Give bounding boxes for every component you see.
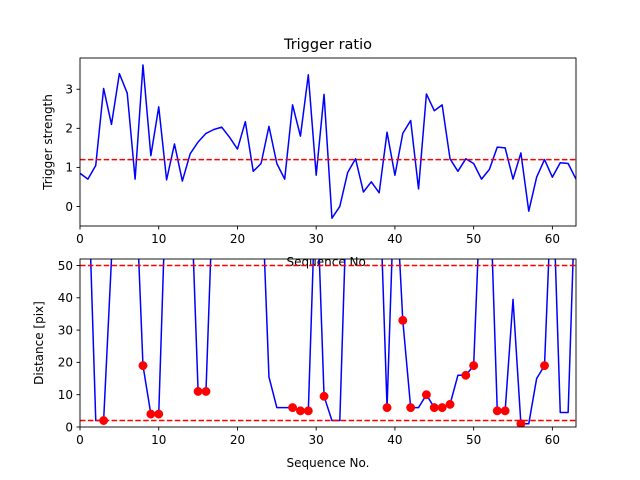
- data-marker: [516, 419, 526, 427]
- plot-area: [79, 57, 577, 227]
- y-axis-label: Trigger strength: [41, 94, 55, 191]
- data-marker: [99, 416, 109, 425]
- y-tick-label: 20: [58, 356, 73, 370]
- data-marker: [288, 403, 298, 413]
- x-tick-label: 30: [309, 433, 324, 447]
- x-tick-label: 40: [387, 433, 402, 447]
- y-tick-label: 0: [65, 200, 73, 214]
- y-tick-label: 3: [65, 83, 73, 97]
- y-tick-label: 30: [58, 323, 73, 337]
- axes-frame: [79, 258, 577, 428]
- data-marker: [193, 387, 203, 396]
- chart-title: Trigger ratio: [283, 37, 372, 53]
- x-tick-label: 0: [76, 433, 84, 447]
- x-axis-label: Sequence No.: [287, 255, 370, 269]
- data-marker: [540, 361, 549, 371]
- trigger-ratio-chart: Trigger ratio 0 10 20 30 40 50 60 0 1 2 3 Sequenc…: [41, 37, 577, 269]
- y-axis-ticks: 0 1 2 3: [65, 83, 80, 214]
- y-tick-label: 40: [58, 291, 73, 305]
- data-marker: [421, 390, 431, 400]
- y-axis-ticks: 0 10 20 30 40 50: [58, 259, 80, 434]
- plot-area: [79, 258, 577, 428]
- x-tick-label: 10: [151, 232, 166, 246]
- data-marker: [469, 361, 479, 371]
- x-tick-label: 40: [387, 232, 402, 246]
- x-axis-ticks: 0 10 20 30 40 50 60: [76, 226, 560, 246]
- data-marker: [319, 391, 329, 401]
- data-marker: [201, 387, 211, 396]
- x-tick-label: 50: [466, 232, 481, 246]
- data-marker: [429, 403, 439, 413]
- x-tick-label: 20: [230, 232, 245, 246]
- data-marker: [398, 315, 408, 325]
- y-axis-label: Distance [pix]: [32, 301, 46, 385]
- y-tick-label: 10: [58, 388, 73, 402]
- data-marker: [146, 409, 156, 419]
- y-tick-label: 0: [65, 420, 73, 434]
- data-marker: [154, 409, 164, 419]
- data-marker: [382, 403, 392, 413]
- x-tick-label: 20: [230, 433, 245, 447]
- y-tick-label: 2: [65, 122, 73, 136]
- plot-content: [80, 64, 576, 219]
- data-marker: [492, 406, 502, 416]
- x-axis-ticks: 0 10 20 30 40 50 60: [76, 427, 560, 447]
- y-tick-label: 1: [65, 161, 73, 175]
- data-marker: [406, 403, 416, 413]
- data-marker: [295, 406, 305, 416]
- series-line-0: [80, 64, 576, 219]
- data-marker: [138, 361, 148, 371]
- data-marker: [461, 370, 471, 380]
- data-marker: [303, 406, 313, 416]
- x-tick-label: 0: [76, 232, 84, 246]
- x-tick-label: 30: [309, 232, 324, 246]
- x-tick-label: 50: [466, 433, 481, 447]
- x-tick-label: 60: [545, 433, 560, 447]
- series-line-0: [89, 259, 574, 425]
- data-marker: [500, 406, 510, 416]
- data-marker: [437, 403, 447, 413]
- x-tick-label: 60: [545, 232, 560, 246]
- y-tick-label: 50: [58, 259, 73, 273]
- data-marker: [445, 399, 455, 409]
- x-tick-label: 10: [151, 433, 166, 447]
- x-axis-label: Sequence No.: [287, 456, 370, 470]
- plot-content: [80, 259, 576, 427]
- axes-frame: [79, 57, 577, 227]
- distance-chart: 0 10 20 30 40 50 60 0 10 20 30 40 50 Sequence No. D…: [32, 258, 577, 470]
